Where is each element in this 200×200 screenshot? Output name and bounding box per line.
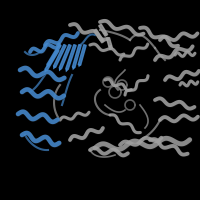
Polygon shape (47, 44, 61, 66)
Polygon shape (94, 29, 104, 43)
Polygon shape (99, 24, 108, 36)
Polygon shape (78, 45, 86, 65)
Polygon shape (107, 38, 113, 50)
Polygon shape (53, 44, 66, 67)
Polygon shape (66, 45, 76, 69)
Polygon shape (45, 49, 59, 71)
Polygon shape (72, 45, 81, 68)
Polygon shape (59, 45, 71, 69)
